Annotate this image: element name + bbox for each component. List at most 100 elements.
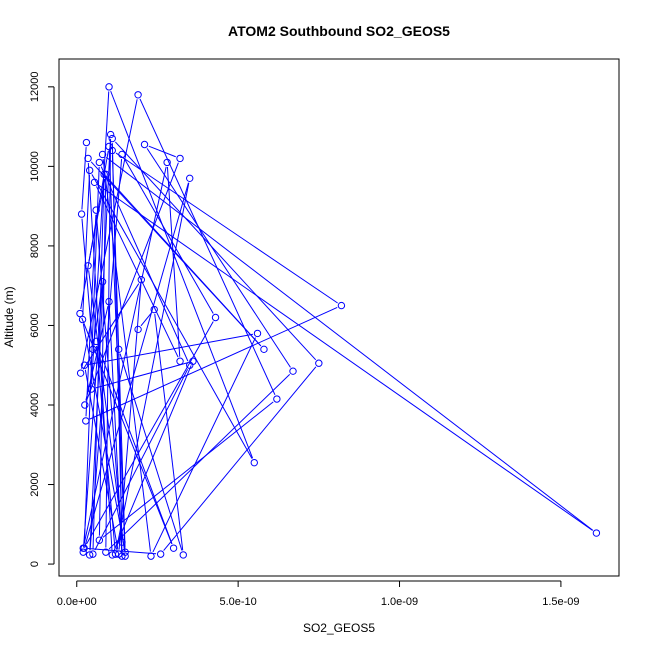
series-segment — [91, 174, 253, 459]
x-axis-ticks: 0.0e+00 5.0e-10 1.0e-09 1.5e-09 — [57, 581, 580, 608]
data-point — [176, 357, 184, 365]
series-segment — [89, 139, 111, 551]
series-segment — [86, 162, 179, 401]
plot-area-frame — [58, 58, 620, 577]
data-point — [289, 367, 297, 375]
data-point — [78, 315, 87, 324]
y-tick-label: 10000 — [29, 151, 41, 182]
data-point — [90, 178, 99, 186]
series-segment — [102, 158, 151, 552]
data-series — [76, 83, 601, 560]
x-tick-label: 1.5e-09 — [542, 596, 579, 608]
series-segment — [115, 182, 190, 550]
data-point — [77, 210, 86, 218]
series-segment — [100, 166, 189, 362]
data-point — [85, 551, 94, 559]
y-tick-label: 12000 — [29, 72, 41, 103]
data-point — [95, 158, 104, 167]
data-point — [118, 538, 126, 546]
data-point — [105, 297, 113, 306]
data-point — [186, 174, 194, 183]
series-segment — [115, 141, 317, 361]
series-segment — [118, 284, 142, 550]
data-point — [84, 262, 92, 270]
series-segment — [97, 184, 593, 531]
data-point — [87, 385, 95, 393]
series-segment — [102, 401, 274, 538]
data-point — [150, 305, 158, 314]
data-point — [147, 552, 155, 560]
y-tick-label: 8000 — [29, 234, 41, 258]
series-segment — [83, 166, 100, 544]
series-segment — [82, 323, 125, 548]
data-point — [140, 140, 149, 149]
data-point — [80, 361, 89, 369]
y-tick-label: 0 — [29, 561, 41, 567]
data-point — [102, 548, 110, 556]
series-segment — [84, 369, 119, 550]
series-segment — [111, 155, 126, 548]
series-segment — [108, 306, 123, 552]
data-point — [163, 158, 171, 167]
data-point — [98, 278, 107, 286]
series-segment — [119, 353, 183, 551]
series-segment — [108, 374, 291, 550]
x-axis-label: SO2_GEOS5 — [303, 621, 375, 635]
y-tick-label: 4000 — [29, 393, 41, 417]
data-point — [82, 138, 91, 147]
series-segment — [89, 307, 338, 420]
x-tick-label: 5.0e-10 — [219, 596, 256, 608]
series-segment — [154, 314, 184, 551]
series-segment — [140, 312, 152, 327]
series-segment — [95, 361, 189, 389]
series-segment — [97, 345, 173, 545]
series-segment — [82, 174, 90, 315]
data-point — [84, 154, 92, 163]
data-point — [79, 548, 87, 556]
data-point — [85, 166, 94, 175]
series-segment — [163, 366, 317, 551]
data-point — [169, 544, 178, 552]
data-point — [592, 529, 601, 537]
series-segment — [146, 148, 291, 368]
y-axis-ticks: 0 2000 4000 6000 8000 10000 12000 — [29, 72, 54, 567]
x-tick-label: 1.0e-09 — [381, 596, 418, 608]
series-segment — [89, 158, 123, 551]
data-point — [273, 395, 281, 403]
data-point — [76, 369, 85, 377]
data-point — [253, 329, 262, 338]
data-point — [121, 552, 129, 560]
data-point — [76, 309, 84, 318]
data-point — [80, 544, 88, 552]
series-segment — [83, 182, 189, 548]
data-point — [81, 401, 89, 409]
data-point — [92, 206, 100, 214]
data-point — [134, 91, 142, 99]
series-segment — [123, 158, 214, 314]
series-segment — [98, 178, 107, 536]
data-point — [100, 170, 108, 179]
x-tick-label: 0.0e+00 — [57, 596, 97, 608]
data-point — [108, 551, 116, 559]
data-point — [179, 551, 187, 559]
series-segment — [105, 156, 594, 531]
data-point — [111, 550, 120, 558]
series-segment — [85, 214, 97, 417]
y-tick-label: 6000 — [29, 313, 41, 337]
data-point — [118, 552, 126, 560]
data-point — [137, 276, 146, 284]
data-point — [105, 83, 113, 91]
data-point — [106, 130, 115, 139]
series-segment — [91, 91, 110, 385]
series-segment — [95, 214, 123, 538]
series-segment — [110, 90, 254, 459]
data-point — [211, 313, 220, 322]
data-point — [250, 458, 258, 467]
data-point — [98, 150, 107, 159]
data-point — [186, 361, 194, 369]
series-segment — [85, 305, 109, 401]
y-axis-label: Altitude (m) — [2, 286, 16, 347]
data-point — [115, 345, 123, 354]
series-segment — [87, 162, 113, 551]
